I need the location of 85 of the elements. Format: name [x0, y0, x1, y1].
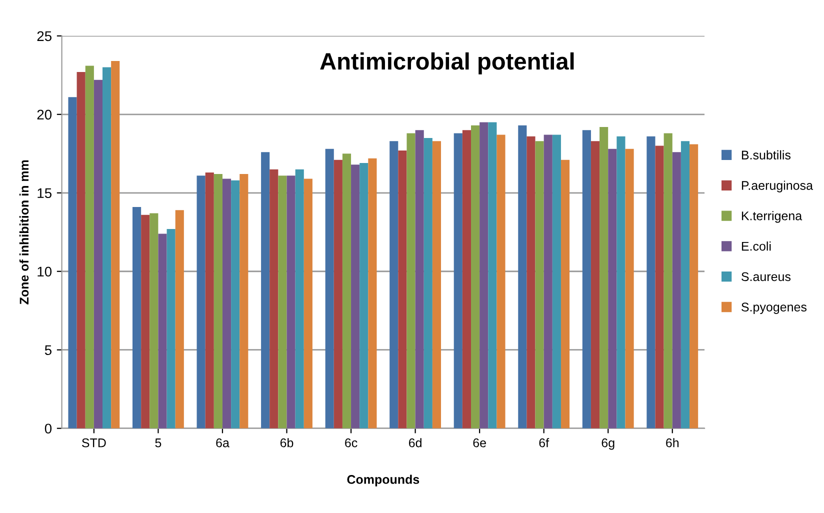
bar [132, 207, 142, 428]
bar [600, 126, 608, 428]
y-tick-label: 20 [37, 110, 52, 120]
bar [231, 180, 240, 428]
x-tick-label: STD [82, 438, 106, 448]
bar [111, 61, 120, 428]
bar [518, 125, 527, 428]
bar [608, 148, 617, 428]
legend-label: P.aeruginosa [742, 180, 813, 192]
bar [325, 148, 334, 428]
x-axis-title: Compounds [347, 474, 420, 486]
bar [471, 125, 480, 428]
x-tick-label: 6b [280, 438, 294, 448]
bar [214, 174, 222, 428]
bar [76, 72, 86, 428]
legend-label: S.pyogenes [742, 302, 807, 314]
text: Antimicrobial potential [320, 52, 574, 74]
x-tick-label: 6g [602, 438, 614, 450]
bar [462, 130, 471, 428]
legend-label: K.terrigena [742, 211, 802, 223]
x-tick-label: 6c [345, 438, 358, 448]
y-tick-label: 0 [44, 424, 52, 434]
bar [664, 133, 672, 428]
bar [496, 134, 506, 428]
y-tick-label: 15 [38, 188, 52, 198]
bar [590, 141, 600, 428]
y-tick-label: 10 [38, 266, 52, 277]
bar [368, 158, 377, 428]
bar [286, 176, 296, 428]
bar [535, 141, 544, 428]
bar [560, 160, 570, 428]
bar [342, 154, 352, 428]
y-axis-title: Zone of inhibition in mm [19, 160, 29, 304]
x-tick-label: 6d [408, 438, 422, 448]
bar [480, 122, 488, 428]
x-tick-label: 6f [539, 438, 550, 448]
bar [222, 178, 232, 428]
bar [85, 66, 94, 428]
x-tick-label: 6h [666, 438, 679, 448]
y-tick-label: 5 [44, 345, 52, 356]
bar [390, 141, 398, 428]
bar [240, 174, 248, 428]
bar [655, 146, 664, 428]
bar [432, 141, 442, 428]
bar [544, 134, 552, 428]
bar [295, 169, 304, 428]
bar [278, 176, 287, 428]
bar [526, 136, 536, 428]
bar [270, 169, 278, 428]
bar [646, 136, 656, 428]
x-tick-label: 5 [155, 438, 162, 448]
bar [158, 234, 167, 428]
x-tick-label: 6a [216, 438, 230, 448]
bar [351, 164, 360, 428]
bar [102, 67, 112, 428]
bar [398, 150, 407, 428]
bar [454, 133, 462, 428]
bar [488, 122, 497, 428]
bar [406, 133, 416, 428]
bar [304, 178, 312, 428]
bar [166, 228, 176, 428]
bar [690, 144, 698, 428]
bar [205, 172, 214, 428]
bar [150, 213, 158, 428]
bar [261, 152, 270, 428]
bar [141, 214, 150, 428]
bar [552, 134, 561, 428]
legend-label: S.aureus [742, 272, 791, 282]
bar [625, 148, 634, 428]
legend-label: E.coli [742, 242, 771, 251]
bar [616, 136, 626, 428]
bar [196, 176, 206, 428]
bar [424, 138, 432, 428]
y-tick-label: 25 [37, 31, 52, 42]
bar [94, 80, 103, 428]
bar [360, 163, 368, 428]
bar [68, 97, 77, 428]
bar [415, 130, 424, 428]
x-tick-label: 6e [473, 438, 486, 448]
bar [582, 130, 591, 428]
bar [334, 160, 342, 428]
legend-label: B.subtilis [742, 150, 791, 160]
bar [672, 152, 681, 428]
bar [175, 210, 184, 428]
bar [680, 141, 690, 428]
